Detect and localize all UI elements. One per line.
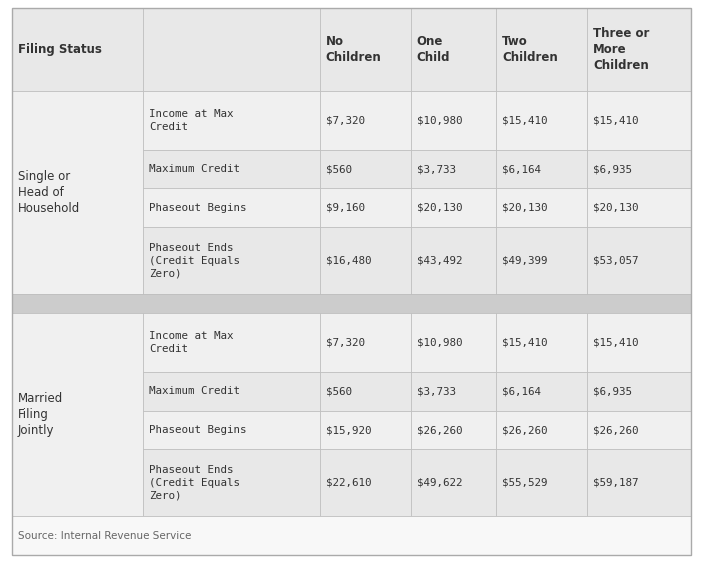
- Text: $10,980: $10,980: [416, 338, 462, 347]
- Bar: [320, 91, 411, 150]
- Text: $3,733: $3,733: [416, 164, 456, 174]
- Text: $49,622: $49,622: [416, 478, 462, 488]
- Text: $10,980: $10,980: [416, 115, 462, 126]
- Bar: [320, 410, 411, 449]
- Bar: [12, 516, 691, 555]
- Bar: [587, 91, 691, 150]
- Bar: [496, 189, 587, 227]
- Text: $15,920: $15,920: [325, 425, 371, 435]
- Text: Source: Internal Revenue Service: Source: Internal Revenue Service: [18, 530, 191, 540]
- Bar: [496, 372, 587, 410]
- Bar: [587, 410, 691, 449]
- Text: Income at Max
Credit: Income at Max Credit: [149, 332, 233, 354]
- Bar: [496, 410, 587, 449]
- Text: One
Child: One Child: [416, 35, 450, 64]
- Bar: [143, 314, 320, 372]
- Bar: [12, 8, 143, 91]
- Text: Phaseout Ends
(Credit Equals
Zero): Phaseout Ends (Credit Equals Zero): [149, 466, 240, 500]
- Text: $20,130: $20,130: [502, 203, 548, 213]
- Bar: [587, 150, 691, 189]
- Text: $560: $560: [325, 164, 352, 174]
- Text: Phaseout Begins: Phaseout Begins: [149, 203, 247, 213]
- Text: $15,410: $15,410: [502, 115, 548, 126]
- Text: $6,935: $6,935: [593, 164, 632, 174]
- Bar: [411, 150, 496, 189]
- Bar: [143, 150, 320, 189]
- Text: Maximum Credit: Maximum Credit: [149, 164, 240, 174]
- Bar: [320, 227, 411, 294]
- Text: $7,320: $7,320: [325, 115, 365, 126]
- Bar: [496, 314, 587, 372]
- Bar: [411, 8, 496, 91]
- Bar: [587, 449, 691, 516]
- Bar: [320, 314, 411, 372]
- Text: $15,410: $15,410: [593, 115, 638, 126]
- Bar: [12, 91, 143, 294]
- Bar: [143, 410, 320, 449]
- Text: $6,935: $6,935: [593, 386, 632, 396]
- Bar: [12, 314, 143, 516]
- Text: $20,130: $20,130: [416, 203, 462, 213]
- Text: Two
Children: Two Children: [502, 35, 558, 64]
- Bar: [411, 189, 496, 227]
- Text: $560: $560: [325, 386, 352, 396]
- Bar: [411, 314, 496, 372]
- Bar: [496, 91, 587, 150]
- Bar: [143, 372, 320, 410]
- Text: $53,057: $53,057: [593, 256, 638, 266]
- Bar: [496, 449, 587, 516]
- Text: $26,260: $26,260: [416, 425, 462, 435]
- Bar: [320, 150, 411, 189]
- Bar: [320, 8, 411, 91]
- Text: $49,399: $49,399: [502, 256, 548, 266]
- Bar: [411, 410, 496, 449]
- Text: $7,320: $7,320: [325, 338, 365, 347]
- Bar: [320, 372, 411, 410]
- Bar: [320, 189, 411, 227]
- Text: $20,130: $20,130: [593, 203, 638, 213]
- Bar: [411, 449, 496, 516]
- Bar: [587, 314, 691, 372]
- Text: Phaseout Ends
(Credit Equals
Zero): Phaseout Ends (Credit Equals Zero): [149, 243, 240, 278]
- Bar: [496, 150, 587, 189]
- Text: $9,160: $9,160: [325, 203, 365, 213]
- Text: $26,260: $26,260: [593, 425, 638, 435]
- Text: Income at Max
Credit: Income at Max Credit: [149, 109, 233, 132]
- Text: $15,410: $15,410: [593, 338, 638, 347]
- Text: Filing Status: Filing Status: [18, 43, 102, 56]
- Text: $59,187: $59,187: [593, 478, 638, 488]
- Bar: [496, 8, 587, 91]
- Bar: [143, 449, 320, 516]
- Text: Maximum Credit: Maximum Credit: [149, 386, 240, 396]
- Text: Single or
Head of
Household: Single or Head of Household: [18, 170, 80, 215]
- Text: No
Children: No Children: [325, 35, 382, 64]
- Text: $6,164: $6,164: [502, 386, 541, 396]
- Bar: [411, 372, 496, 410]
- Text: $16,480: $16,480: [325, 256, 371, 266]
- Bar: [143, 189, 320, 227]
- Bar: [143, 227, 320, 294]
- Text: Phaseout Begins: Phaseout Begins: [149, 425, 247, 435]
- Bar: [587, 372, 691, 410]
- Bar: [320, 449, 411, 516]
- Bar: [587, 189, 691, 227]
- Text: Three or
More
Children: Three or More Children: [593, 27, 650, 72]
- Bar: [143, 91, 320, 150]
- Text: $26,260: $26,260: [502, 425, 548, 435]
- Text: $22,610: $22,610: [325, 478, 371, 488]
- Bar: [411, 227, 496, 294]
- Bar: [143, 8, 320, 91]
- Text: $55,529: $55,529: [502, 478, 548, 488]
- Bar: [587, 8, 691, 91]
- Bar: [587, 227, 691, 294]
- Bar: [496, 227, 587, 294]
- Text: $6,164: $6,164: [502, 164, 541, 174]
- Text: $15,410: $15,410: [502, 338, 548, 347]
- Text: $43,492: $43,492: [416, 256, 462, 266]
- Bar: [12, 294, 691, 314]
- Text: $3,733: $3,733: [416, 386, 456, 396]
- Text: Married
Filing
Jointly: Married Filing Jointly: [18, 392, 63, 437]
- Bar: [411, 91, 496, 150]
